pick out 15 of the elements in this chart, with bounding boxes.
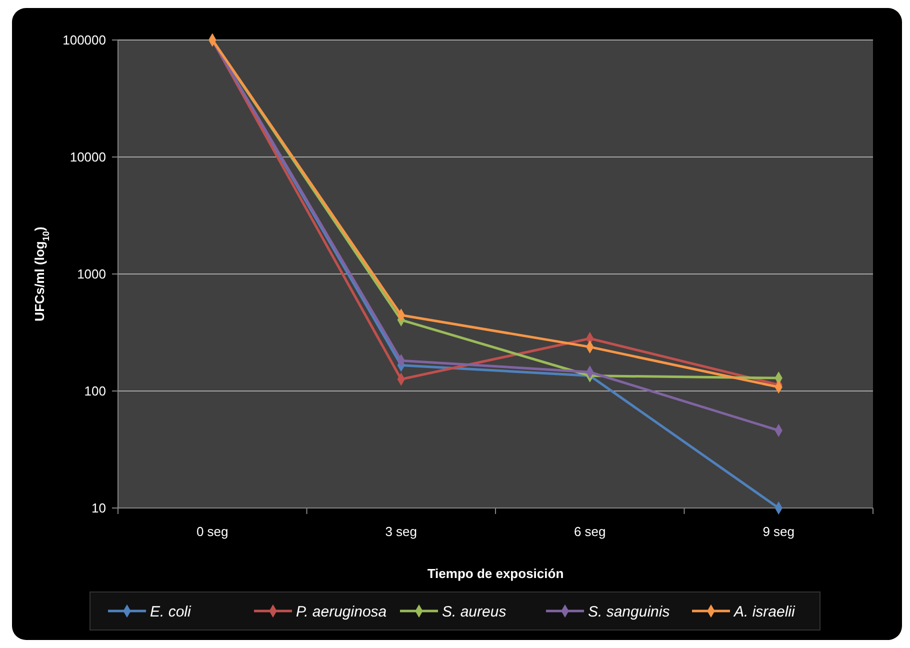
y-tick-label: 100000 — [62, 32, 106, 48]
y-tick-label: 10 — [92, 500, 106, 516]
x-tick-label: 6 seg — [574, 524, 606, 539]
x-tick-label: 3 seg — [385, 524, 418, 539]
y-tick-label: 100 — [84, 384, 106, 399]
legend-label: E. coli — [150, 603, 192, 620]
x-tick-label: 0 seg — [196, 524, 228, 539]
legend-label: S. sanguinis — [588, 603, 670, 620]
y-tick-label: 10000 — [70, 150, 106, 165]
legend-label: P. aeruginosa — [296, 603, 387, 620]
legend-label: S. aureus — [442, 603, 507, 620]
x-axis-title: Tiempo de exposición — [427, 566, 564, 581]
x-tick-label: 9 seg — [762, 524, 795, 539]
legend-label: A. israelii — [733, 603, 796, 620]
y-tick-label: 1000 — [77, 266, 106, 282]
